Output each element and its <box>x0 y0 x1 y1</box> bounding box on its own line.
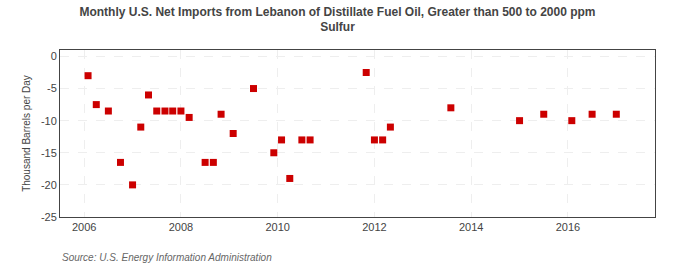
svg-text:-20: -20 <box>41 179 57 191</box>
svg-text:2010: 2010 <box>265 221 289 233</box>
svg-text:0: 0 <box>51 50 57 62</box>
svg-text:-10: -10 <box>41 115 57 127</box>
svg-text:2016: 2016 <box>556 221 580 233</box>
svg-text:-15: -15 <box>41 147 57 159</box>
svg-text:Thousand Barrels per Day: Thousand Barrels per Day <box>21 75 32 192</box>
svg-text:2008: 2008 <box>169 221 193 233</box>
svg-text:2012: 2012 <box>362 221 386 233</box>
svg-text:Source: U.S. Energy Informatio: Source: U.S. Energy Information Administ… <box>62 252 272 263</box>
svg-text:Monthly U.S. Net Imports from: Monthly U.S. Net Imports from Lebanon of… <box>79 5 595 35</box>
svg-text:2014: 2014 <box>459 221 483 233</box>
svg-text:-5: -5 <box>47 82 57 94</box>
svg-text:2006: 2006 <box>72 221 96 233</box>
svg-text:-25: -25 <box>41 211 57 223</box>
